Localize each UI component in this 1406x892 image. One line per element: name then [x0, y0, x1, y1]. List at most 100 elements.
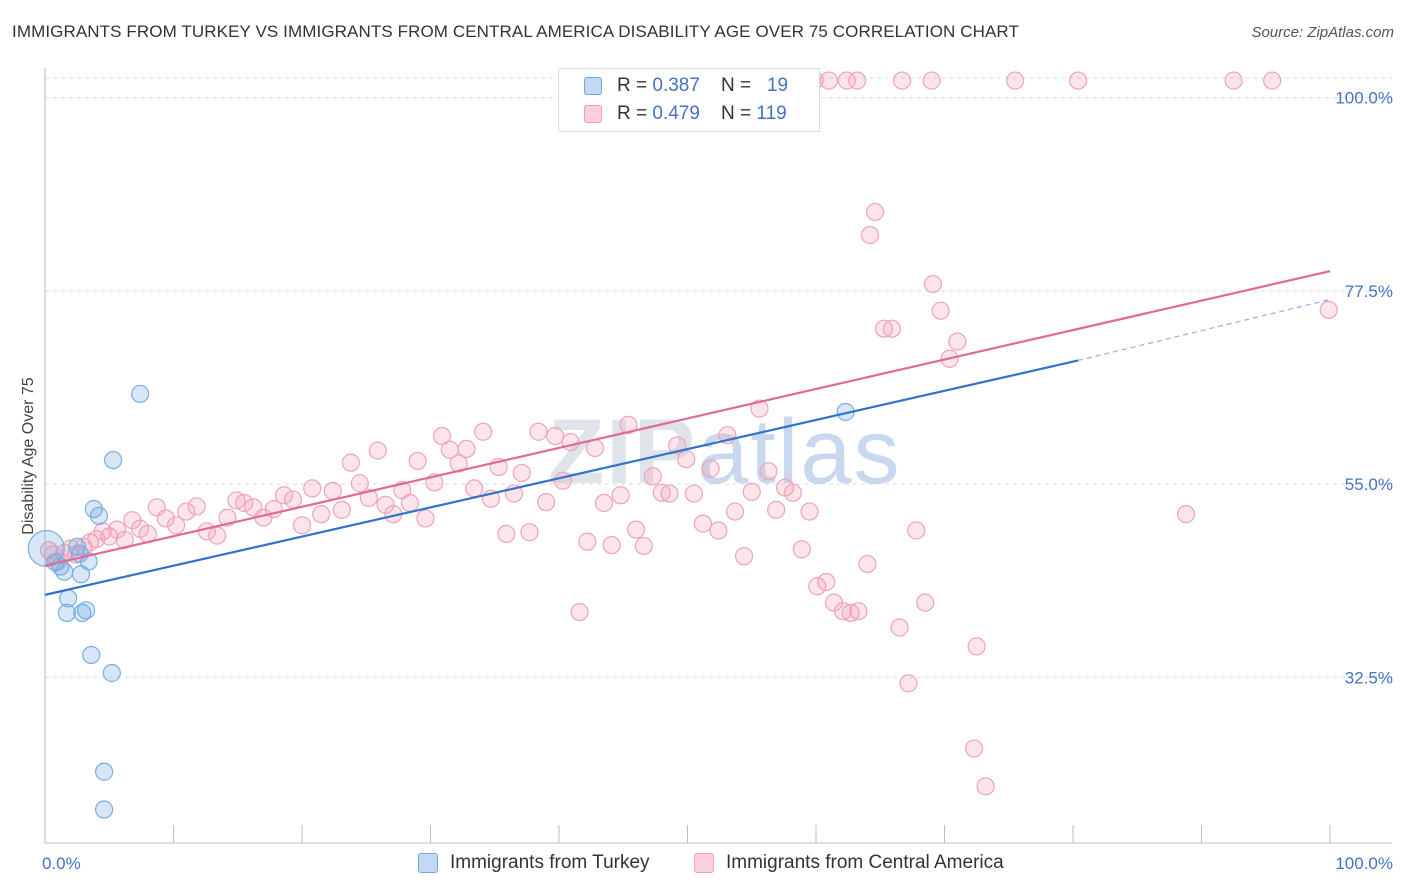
point-central-america-91 — [792, 540, 811, 559]
point-central-america-68 — [602, 535, 621, 555]
point-central-america-103 — [890, 618, 909, 637]
point-central-america-115 — [819, 71, 838, 90]
point-central-america-35 — [332, 500, 351, 519]
point-turkey-4 — [57, 603, 76, 622]
point-central-america-117 — [848, 71, 867, 90]
point-central-america-52 — [474, 422, 493, 441]
point-central-america-93 — [808, 577, 827, 596]
point-central-america-55 — [497, 524, 516, 544]
correlation-legend: R = 0.387 N = 19 R = 0.479 N = 119 — [558, 68, 820, 132]
legend-label-turkey: Immigrants from Turkey — [450, 852, 650, 873]
point-central-america-105 — [907, 521, 926, 540]
legend-text-central-america: R = 0.479 N = 119 — [617, 103, 787, 125]
point-central-america-45 — [416, 509, 435, 528]
point-turkey-16 — [130, 384, 150, 404]
y-tick-label-1: 77.5% — [1345, 282, 1393, 301]
point-central-america-101 — [875, 319, 894, 338]
chart-title: IMMIGRANTS FROM TURKEY VS IMMIGRANTS FRO… — [12, 22, 1019, 41]
point-turkey-14 — [82, 645, 101, 665]
legend-n-value: 19 — [766, 75, 789, 96]
tick-labels: 100.0% 77.5% 55.0% 32.5% 0.0% 100.0% — [42, 89, 1393, 873]
axes — [44, 68, 1392, 844]
point-central-america-112 — [967, 637, 986, 656]
point-central-america-88 — [767, 500, 786, 519]
point-central-america-61 — [546, 426, 565, 446]
point-central-america-37 — [350, 474, 369, 493]
legend-swatch-central-america — [584, 105, 602, 123]
grid-lines — [45, 77, 1392, 678]
y-tick-label-3: 32.5% — [1345, 668, 1393, 687]
point-central-america-119 — [922, 71, 941, 90]
point-central-america-19 — [177, 502, 196, 521]
point-central-america-50 — [457, 439, 476, 459]
point-central-america-94 — [817, 572, 836, 592]
point-central-america-85 — [742, 482, 761, 501]
point-central-america-84 — [734, 547, 754, 566]
x-tick-label-0: 0.0% — [42, 854, 81, 873]
point-central-america-109 — [860, 226, 880, 245]
trend-line-central-america — [44, 270, 1331, 567]
chart-source: Source: ZipAtlas.com — [1251, 24, 1394, 41]
trend-line-turkey-extension — [1077, 298, 1331, 362]
point-central-america-40 — [376, 495, 395, 514]
y-axis-label: Disability Age Over 75 — [20, 377, 37, 535]
point-central-america-124 — [1176, 505, 1196, 524]
point-central-america-75 — [660, 484, 679, 503]
point-central-america-78 — [684, 484, 704, 503]
point-central-america-106 — [916, 593, 935, 612]
legend-r-value: 0.479 — [652, 103, 700, 124]
point-central-america-20 — [187, 497, 206, 516]
point-turkey-3 — [55, 562, 74, 581]
point-central-america-126 — [964, 739, 984, 758]
point-central-america-57 — [512, 463, 531, 483]
point-central-america-22 — [208, 526, 227, 545]
point-central-america-97 — [841, 603, 860, 622]
point-central-america-92 — [800, 502, 819, 521]
legend-n-label: N = — [721, 75, 757, 96]
point-central-america-67 — [594, 493, 614, 513]
point-central-america-18 — [166, 516, 186, 535]
legend-r-label: R = — [617, 75, 653, 96]
y-tick-label-0: 100.0% — [1335, 89, 1393, 108]
legend-n-value: 119 — [756, 103, 787, 124]
point-central-america-30 — [283, 490, 303, 509]
series-turkey-points — [27, 384, 855, 819]
point-central-america-63 — [561, 432, 580, 452]
point-central-america-49 — [449, 454, 468, 473]
point-turkey-5 — [59, 589, 78, 608]
series-legend: Immigrants from Turkey Immigrants from C… — [0, 850, 1406, 878]
trend-lines — [44, 270, 1331, 596]
legend-swatch-turkey — [418, 853, 438, 873]
point-central-america-62 — [553, 471, 572, 490]
point-central-america-44 — [408, 451, 427, 471]
point-central-america-120 — [1006, 71, 1025, 90]
point-central-america-83 — [725, 502, 745, 521]
x-tick-label-1: 100.0% — [1335, 854, 1393, 873]
legend-label-central-america: Immigrants from Central America — [726, 852, 1004, 873]
point-central-america-33 — [312, 505, 331, 524]
point-central-america-125 — [1319, 300, 1338, 319]
point-turkey-18 — [95, 762, 114, 781]
point-central-america-102 — [882, 319, 901, 338]
point-central-america-108 — [931, 301, 950, 320]
series-central-america-points — [39, 71, 1338, 796]
point-central-america-31 — [292, 516, 312, 535]
point-turkey-17 — [102, 663, 121, 683]
point-central-america-121 — [1069, 71, 1088, 90]
point-central-america-17 — [156, 509, 175, 528]
y-tick-label-2: 55.0% — [1345, 475, 1393, 494]
point-central-america-80 — [701, 459, 720, 478]
point-central-america-118 — [892, 71, 912, 90]
point-central-america-107 — [923, 274, 943, 294]
point-turkey-10 — [73, 603, 92, 622]
point-central-america-51 — [465, 479, 484, 498]
point-central-america-99 — [858, 554, 877, 574]
point-central-america-39 — [368, 441, 387, 460]
point-central-america-60 — [537, 493, 556, 512]
point-central-america-32 — [303, 479, 322, 498]
point-central-america-111 — [948, 332, 967, 351]
point-central-america-65 — [578, 532, 597, 551]
legend-swatch-central-america — [694, 853, 714, 873]
point-central-america-10 — [100, 527, 119, 546]
